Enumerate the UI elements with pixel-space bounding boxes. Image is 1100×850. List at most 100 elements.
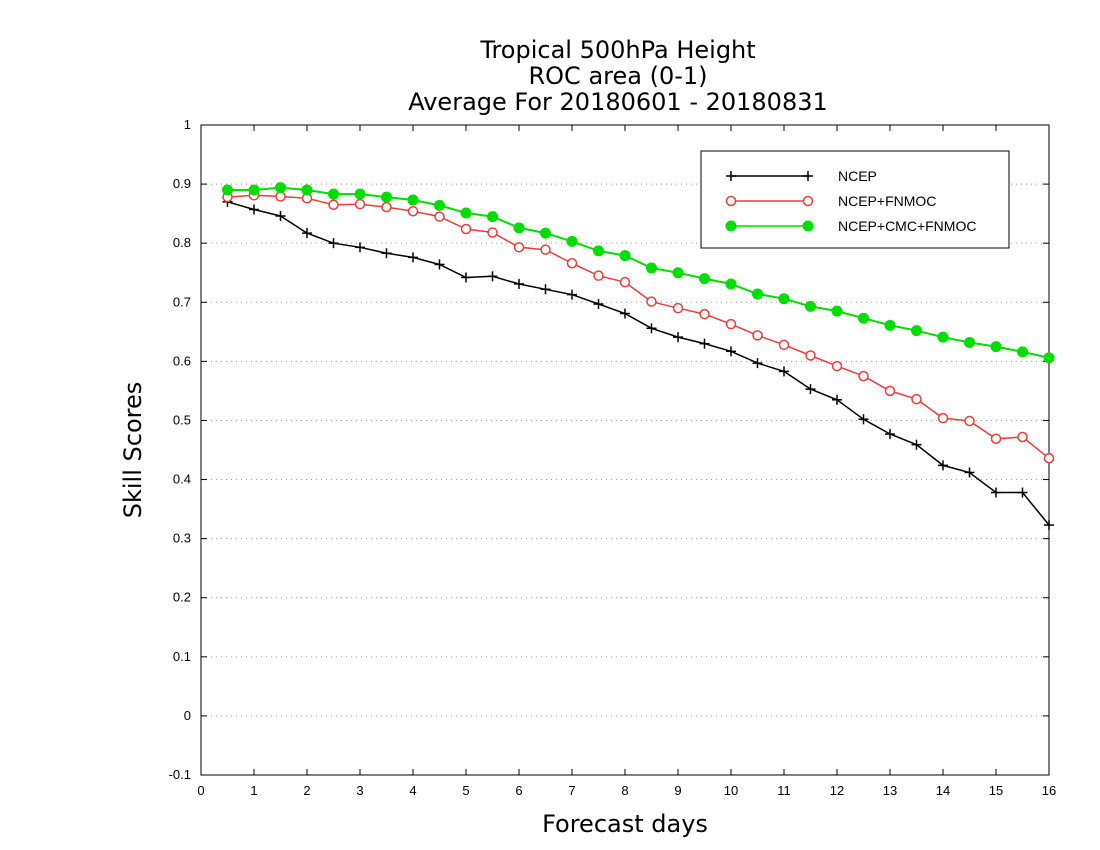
data-point-ncep-fnmoc — [1043, 453, 1055, 464]
data-point-ncep-fnmoc — [354, 198, 366, 210]
y-tick-label: 0.2 — [173, 590, 191, 605]
x-tick-label: 14 — [936, 783, 950, 798]
legend-item-ncep: NCEP — [726, 168, 877, 184]
y-tick-label: 0.7 — [173, 294, 191, 309]
series-layer — [222, 182, 1055, 531]
y-tick-label: 0.9 — [173, 176, 191, 191]
data-point-ncep — [805, 384, 816, 395]
data-point-ncep — [540, 284, 551, 295]
data-point-ncep-cmc-fnmoc — [646, 262, 657, 274]
x-tick-label: 5 — [462, 783, 469, 798]
x-axis: 0 1 2 3 4 5 6 7 8 9 10 11 12 13 14 15 16 — [197, 125, 1056, 798]
data-point-ncep-fnmoc — [778, 339, 790, 351]
data-point-ncep — [938, 460, 948, 471]
data-point-ncep-fnmoc — [619, 276, 631, 288]
data-point-ncep-fnmoc — [699, 308, 710, 320]
y-tick-label: 0.4 — [173, 472, 191, 487]
x-tick-label: 6 — [515, 783, 522, 798]
data-point-ncep-cmc-fnmoc — [619, 250, 631, 262]
x-axis-label: Forecast days — [542, 810, 708, 838]
legend-item-ncep-cmc-fnmoc: NCEP+CMC+FNMOC — [725, 218, 976, 234]
data-point-ncep-fnmoc — [566, 258, 578, 269]
data-point-ncep-cmc-fnmoc — [460, 207, 472, 219]
y-tick-label: 0.6 — [173, 353, 191, 368]
data-point-ncep-cmc-fnmoc — [990, 341, 1002, 353]
data-point-ncep — [858, 414, 869, 425]
data-point-ncep-fnmoc — [540, 244, 551, 255]
data-point-ncep-cmc-fnmoc — [301, 184, 313, 196]
series-ncep — [222, 196, 1054, 531]
data-point-ncep-cmc-fnmoc — [831, 305, 843, 317]
data-point-ncep-cmc-fnmoc — [222, 184, 233, 196]
legend-label: NCEP+FNMOC — [838, 193, 936, 209]
legend: NCEP NCEP+FNMOC NCEP+CMC+FNMOC — [700, 150, 1010, 249]
x-tick-label: 11 — [777, 783, 791, 798]
data-point-ncep-cmc-fnmoc — [407, 194, 419, 206]
data-point-ncep — [779, 366, 789, 377]
x-tick-label: 7 — [568, 783, 575, 798]
data-point-ncep-cmc-fnmoc — [884, 319, 896, 331]
data-point-ncep — [514, 278, 524, 289]
y-tick-label: 0.8 — [173, 235, 191, 250]
data-point-ncep — [434, 259, 445, 270]
chart-title-line-2: ROC area (0-1) — [528, 62, 707, 90]
data-point-ncep-fnmoc — [805, 350, 816, 361]
data-point-ncep-fnmoc — [513, 242, 525, 253]
data-point-ncep — [249, 204, 259, 215]
data-point-ncep-cmc-fnmoc — [858, 312, 869, 324]
data-point-ncep-fnmoc — [487, 227, 498, 238]
x-tick-label: 13 — [883, 783, 897, 798]
x-tick-label: 1 — [250, 783, 257, 798]
data-point-ncep-fnmoc — [381, 201, 392, 213]
y-tick-label: 0.5 — [173, 412, 191, 427]
data-point-ncep-fnmoc — [990, 433, 1002, 445]
data-point-ncep — [646, 323, 657, 334]
x-tick-label: 2 — [303, 783, 310, 798]
data-point-ncep-fnmoc — [964, 415, 975, 427]
chart-title-line-1: Tropical 500hPa Height — [479, 36, 755, 64]
data-point-ncep — [302, 228, 312, 239]
data-point-ncep-fnmoc — [328, 199, 339, 211]
data-point-ncep-cmc-fnmoc — [328, 188, 339, 200]
series-ncep-fnmoc — [222, 190, 1055, 464]
data-point-ncep-cmc-fnmoc — [434, 199, 445, 211]
data-point-ncep-cmc-fnmoc — [964, 336, 975, 348]
data-point-ncep-fnmoc — [858, 370, 869, 382]
data-point-ncep — [673, 332, 683, 343]
data-point-ncep-cmc-fnmoc — [540, 227, 551, 239]
legend-marker — [802, 220, 814, 232]
series-line-ncep — [227, 201, 1050, 526]
data-point-ncep-cmc-fnmoc — [1017, 346, 1028, 358]
data-point-ncep-fnmoc — [752, 330, 763, 341]
data-point-ncep-cmc-fnmoc — [354, 188, 366, 200]
data-point-ncep — [964, 467, 975, 478]
data-point-ncep-fnmoc — [407, 206, 419, 217]
data-point-ncep — [726, 346, 736, 357]
data-point-ncep-cmc-fnmoc — [937, 331, 949, 343]
data-point-ncep-fnmoc — [1017, 431, 1028, 443]
data-point-ncep-cmc-fnmoc — [752, 288, 763, 300]
legend-marker — [725, 220, 737, 232]
y-tick-label: 0 — [184, 708, 191, 723]
data-point-ncep — [408, 252, 418, 263]
data-point-ncep — [567, 289, 577, 300]
series-ncep-cmc-fnmoc — [222, 182, 1055, 364]
data-point-ncep — [991, 487, 1001, 498]
x-tick-label: 15 — [989, 783, 1003, 798]
y-tick-label: 1 — [184, 117, 191, 132]
data-point-ncep-cmc-fnmoc — [699, 273, 710, 285]
x-tick-label: 16 — [1042, 783, 1056, 798]
y-axis: -0.1 0 0.1 0.2 0.3 0.4 0.5 0.6 0.7 0.8 0.9 1 — [169, 117, 1049, 782]
data-point-ncep-cmc-fnmoc — [275, 182, 286, 194]
data-point-ncep-fnmoc — [460, 223, 472, 235]
legend-item-ncep-fnmoc: NCEP+FNMOC — [725, 193, 936, 209]
data-point-ncep — [593, 299, 604, 310]
data-point-ncep — [1017, 487, 1028, 498]
data-point-ncep — [275, 211, 286, 221]
data-point-ncep-fnmoc — [831, 360, 843, 372]
y-tick-label: -0.1 — [169, 767, 191, 782]
data-point-ncep-cmc-fnmoc — [513, 222, 525, 234]
data-point-ncep — [699, 338, 710, 349]
data-point-ncep — [381, 248, 392, 259]
y-axis-label: Skill Scores — [119, 382, 147, 519]
